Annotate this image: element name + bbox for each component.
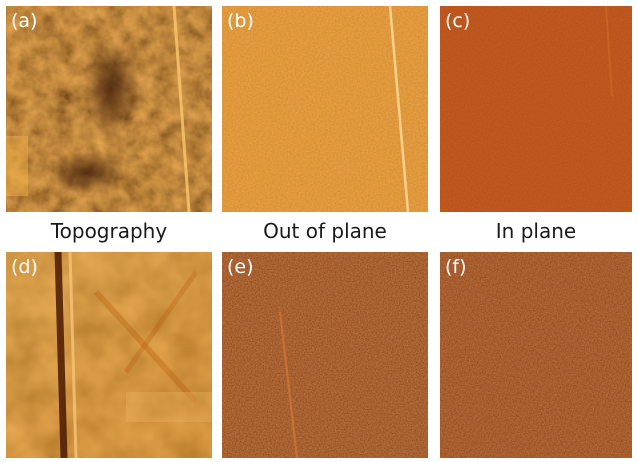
in-plane-image-f [440, 252, 632, 458]
in-plane-map-f: (f) [440, 252, 632, 458]
panel-label: (a) [11, 10, 38, 32]
out-of-plane-image-b [222, 6, 428, 212]
panel-label: (c) [445, 10, 471, 32]
topography-map-d: (d) [6, 252, 212, 458]
panel-label: (d) [11, 256, 38, 278]
faint-line [605, 6, 613, 97]
domain-wall-line [388, 6, 410, 212]
domain-wall-line [279, 311, 298, 458]
panel-label: (b) [227, 10, 254, 32]
in-plane-map-c: (c) [440, 6, 632, 212]
panel-label: (f) [445, 256, 467, 278]
caption-out-of-plane: Out of plane [263, 219, 387, 243]
in-plane-image-c [440, 6, 632, 212]
bright-line [68, 252, 78, 458]
caption-topography: Topography [50, 219, 168, 243]
topography-image-a [6, 6, 212, 212]
out-of-plane-map-b: (b) [222, 6, 428, 212]
out-of-plane-image-e [222, 252, 428, 458]
topography-map-a: (a) [6, 6, 212, 212]
panel-label: (e) [227, 256, 254, 278]
step-line [172, 6, 191, 212]
out-of-plane-map-e: (e) [222, 252, 428, 458]
topography-image-d [6, 252, 212, 458]
caption-in-plane: In plane [495, 219, 577, 243]
dark-line [54, 252, 68, 458]
